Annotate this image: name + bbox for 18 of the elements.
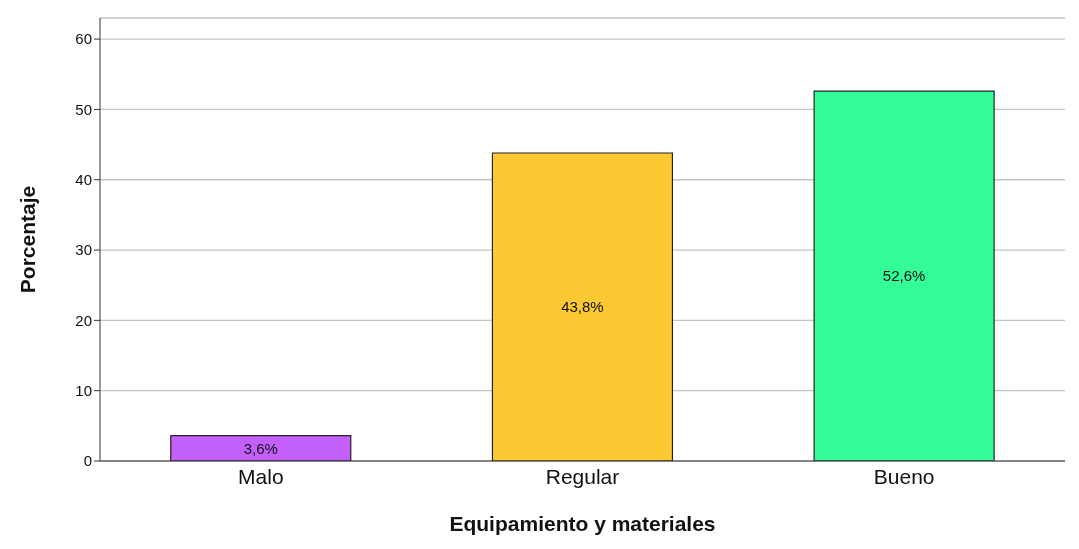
y-tick-label: 20	[75, 311, 92, 329]
x-axis-title: Equipamiento y materiales	[449, 512, 716, 535]
y-tick-label: 50	[75, 100, 92, 118]
data-label: 43,8%	[561, 298, 604, 316]
y-tick-label: 0	[83, 452, 92, 470]
y-axis-title: Porcentaje	[16, 185, 40, 294]
data-label: 3,6%	[243, 439, 278, 457]
data-label: 52,6%	[882, 267, 926, 285]
x-tick-label: Bueno	[873, 464, 935, 488]
bar	[491, 152, 674, 461]
y-tick-label: 10	[75, 382, 92, 400]
x-tick-label: Malo	[238, 464, 284, 488]
bar	[813, 90, 995, 461]
y-tick-label: 40	[75, 171, 92, 189]
y-tick-label: 60	[75, 30, 92, 48]
x-tick-label: Regular	[545, 464, 620, 488]
y-tick-label: 30	[75, 241, 92, 259]
bar	[170, 435, 352, 461]
